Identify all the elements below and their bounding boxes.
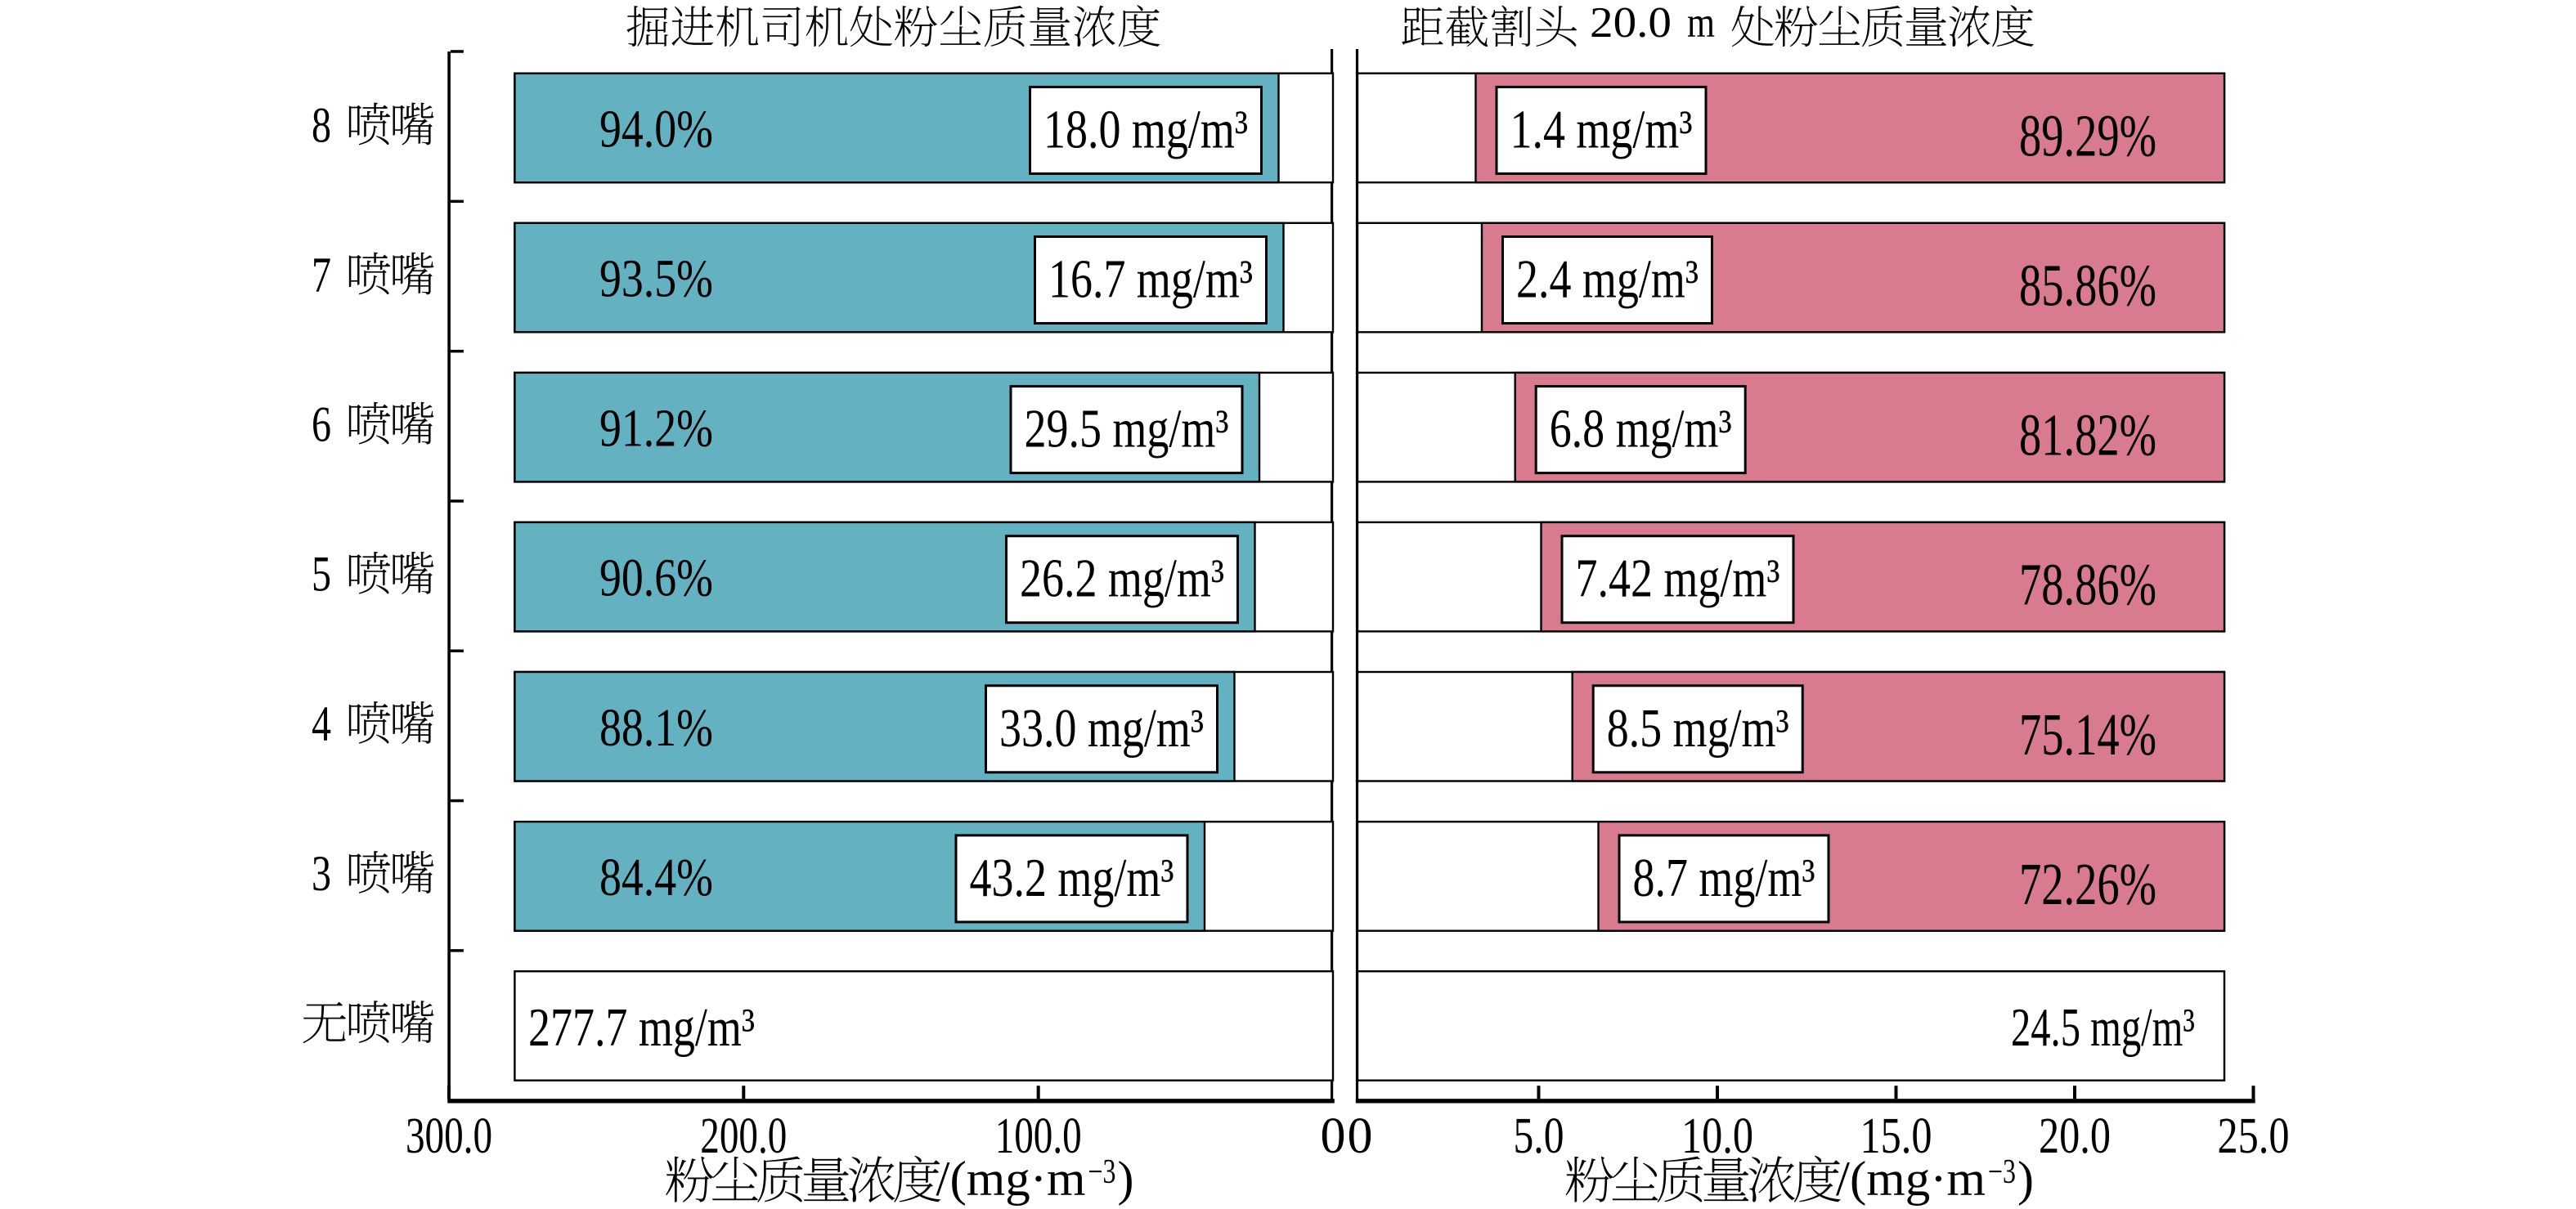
svg-text:4: 4 — [312, 697, 331, 752]
svg-text:8: 8 — [312, 98, 331, 153]
svg-text:/(mg·m: /(mg·m — [936, 1152, 1086, 1206]
svg-text:94.0%: 94.0% — [599, 99, 713, 159]
svg-text:20.0: 20.0 — [1590, 0, 1672, 47]
svg-text:−3: −3 — [1088, 1153, 1116, 1191]
svg-text:25.0: 25.0 — [2218, 1108, 2290, 1164]
svg-text:85.86%: 85.86% — [2019, 253, 2156, 319]
svg-text:100.0: 100.0 — [995, 1108, 1082, 1164]
svg-text:5: 5 — [312, 548, 331, 602]
svg-text:16.7 mg/m³: 16.7 mg/m³ — [1048, 249, 1253, 310]
svg-text:7: 7 — [312, 249, 331, 303]
svg-text:2.4 mg/m³: 2.4 mg/m³ — [1516, 249, 1699, 310]
svg-text:0: 0 — [1348, 1108, 1373, 1164]
svg-text:1.4 mg/m³: 1.4 mg/m³ — [1510, 99, 1693, 159]
svg-text:84.4%: 84.4% — [599, 848, 713, 907]
svg-text:81.82%: 81.82% — [2019, 402, 2156, 468]
svg-text:26.2 mg/m³: 26.2 mg/m³ — [1020, 549, 1224, 609]
svg-text:75.14%: 75.14% — [2019, 701, 2156, 768]
svg-text:78.86%: 78.86% — [2019, 552, 2156, 618]
svg-text:0: 0 — [1321, 1108, 1346, 1164]
svg-text:): ) — [1118, 1152, 1134, 1206]
svg-text:3: 3 — [312, 847, 331, 902]
svg-text:29.5 mg/m³: 29.5 mg/m³ — [1025, 399, 1229, 459]
svg-text:/(mg·m: /(mg·m — [1836, 1152, 1986, 1206]
svg-text:15.0: 15.0 — [1860, 1108, 1932, 1164]
svg-text:93.5%: 93.5% — [599, 249, 713, 309]
svg-text:89.29%: 89.29% — [2019, 102, 2156, 168]
svg-text:−3: −3 — [1988, 1153, 2016, 1191]
svg-text:7.42 mg/m³: 7.42 mg/m³ — [1576, 549, 1780, 609]
svg-text:8.7 mg/m³: 8.7 mg/m³ — [1633, 848, 1815, 908]
svg-text:90.6%: 90.6% — [599, 549, 713, 608]
svg-text:88.1%: 88.1% — [599, 698, 713, 758]
svg-text:24.5 mg/m³: 24.5 mg/m³ — [2011, 997, 2195, 1058]
svg-text:72.26%: 72.26% — [2019, 851, 2156, 917]
svg-text:20.0: 20.0 — [2039, 1108, 2111, 1164]
svg-text:10.0: 10.0 — [1681, 1108, 1753, 1164]
svg-text:200.0: 200.0 — [700, 1108, 787, 1164]
svg-text:277.7 mg/m³: 277.7 mg/m³ — [528, 997, 755, 1058]
svg-text:300.0: 300.0 — [406, 1108, 492, 1164]
svg-text:): ) — [2017, 1152, 2034, 1206]
svg-text:5.0: 5.0 — [1514, 1108, 1564, 1164]
svg-text:18.0 mg/m³: 18.0 mg/m³ — [1043, 99, 1248, 159]
svg-text:43.2 mg/m³: 43.2 mg/m³ — [970, 848, 1174, 908]
svg-text:8.5 mg/m³: 8.5 mg/m³ — [1607, 698, 1789, 759]
svg-text:6: 6 — [312, 398, 331, 453]
svg-text:m: m — [1687, 0, 1715, 47]
svg-text:91.2%: 91.2% — [599, 399, 713, 459]
svg-text:6.8 mg/m³: 6.8 mg/m³ — [1550, 399, 1732, 459]
svg-text:33.0 mg/m³: 33.0 mg/m³ — [999, 698, 1204, 759]
